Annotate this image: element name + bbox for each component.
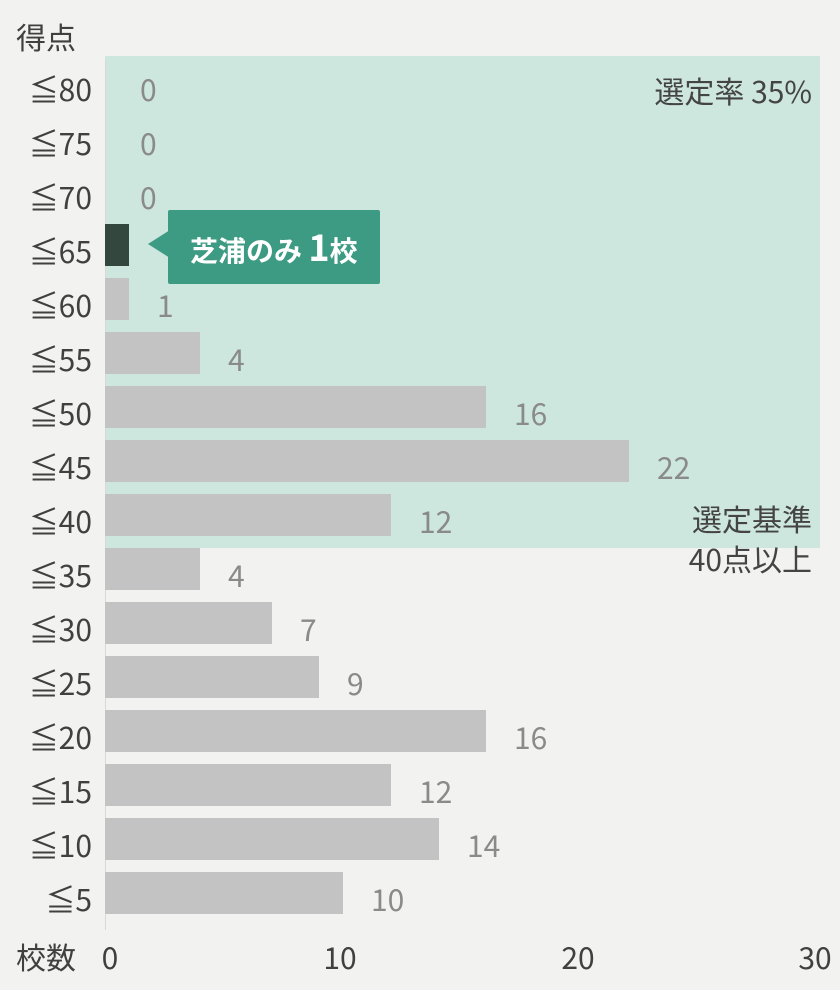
bar [105, 440, 629, 482]
bar-value: 7 [300, 606, 317, 650]
y-tick: ≦50 [0, 390, 92, 434]
y-tick: ≦55 [0, 336, 92, 380]
x-axis-title: 校数 [16, 934, 76, 978]
bar-highlight [105, 224, 129, 266]
y-tick: ≦15 [0, 768, 92, 812]
bar-value: 14 [467, 822, 500, 866]
selection-rate-label: 選定率 35% [654, 68, 812, 112]
y-tick: ≦45 [0, 444, 92, 488]
y-tick: ≦60 [0, 282, 92, 326]
bar-value: 4 [228, 552, 245, 596]
criteria-label-2: 40点以上 [689, 536, 812, 580]
y-axis-title: 得点 [16, 14, 76, 58]
score-distribution-chart: 得点 校数 0 10 20 30 ≦80 0 ≦75 0 ≦70 0 ≦65 ≦… [0, 0, 840, 990]
y-tick: ≦65 [0, 228, 92, 272]
bar [105, 872, 343, 914]
bar-value: 12 [419, 498, 452, 542]
x-tick-20: 20 [553, 934, 603, 978]
bar [105, 656, 319, 698]
bar-value: 10 [371, 876, 404, 920]
bar [105, 710, 486, 752]
bar-value: 16 [514, 714, 547, 758]
bar-value: 16 [514, 390, 547, 434]
bar [105, 548, 200, 590]
x-tick-0: 0 [95, 934, 125, 978]
bar-value: 12 [419, 768, 452, 812]
callout-prefix: 芝浦のみ [190, 230, 308, 270]
y-tick: ≦25 [0, 660, 92, 704]
y-tick: ≦10 [0, 822, 92, 866]
bar [105, 278, 129, 320]
y-tick: ≦80 [0, 66, 92, 110]
bar [105, 332, 200, 374]
bar [105, 386, 486, 428]
bar-value: 22 [657, 444, 690, 488]
bar-value: 1 [157, 282, 174, 326]
x-tick-10: 10 [315, 934, 365, 978]
shibaura-callout: 芝浦のみ 1校 [168, 210, 380, 284]
x-tick-30: 30 [790, 934, 840, 978]
y-tick: ≦75 [0, 120, 92, 164]
y-tick: ≦35 [0, 552, 92, 596]
y-tick: ≦70 [0, 174, 92, 218]
bar [105, 602, 272, 644]
y-tick: ≦30 [0, 606, 92, 650]
bar [105, 764, 391, 806]
y-tick: ≦20 [0, 714, 92, 758]
callout-tail-icon [148, 230, 170, 258]
bar [105, 818, 439, 860]
y-tick: ≦5 [0, 876, 92, 920]
bar-value: 0 [140, 120, 157, 164]
bar-value: 9 [347, 660, 364, 704]
callout-number: 1 [308, 220, 329, 272]
bar-value: 4 [228, 336, 245, 380]
criteria-label-1: 選定基準 [692, 496, 812, 540]
callout-suffix: 校 [330, 230, 358, 270]
y-tick: ≦40 [0, 498, 92, 542]
bar-value: 0 [140, 174, 157, 218]
bar [105, 494, 391, 536]
bar-value: 0 [140, 66, 157, 110]
